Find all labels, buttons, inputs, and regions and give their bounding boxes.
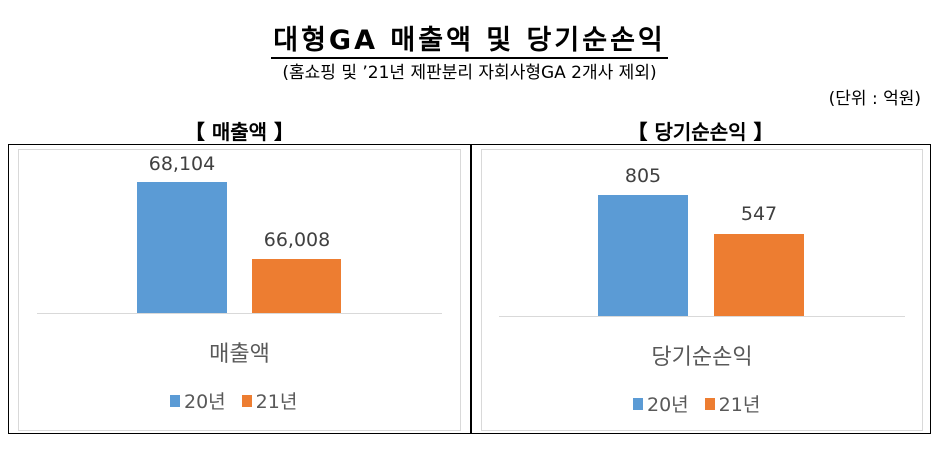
category-label: 당기순손익 xyxy=(651,345,753,370)
bar-net-income-2020 xyxy=(598,195,688,316)
bar-net-income-2021 xyxy=(714,234,804,316)
legend-item-2021: 21년 xyxy=(704,390,761,417)
legend-swatch-orange-icon xyxy=(704,397,715,410)
category-label: 매출액 xyxy=(209,342,270,367)
legend-swatch-blue-icon xyxy=(633,397,643,410)
bar-value-label: 68,104 xyxy=(148,153,216,175)
bar-value-label: 805 xyxy=(624,165,662,187)
page-title: 대형GA 매출액 및 당기순손익 xyxy=(0,18,939,59)
chart-frame-net-income xyxy=(481,149,923,431)
legend-net-income: 20년 21년 xyxy=(633,390,770,417)
legend-revenue: 20년 21년 xyxy=(170,387,307,414)
chart-frame-revenue xyxy=(18,149,461,431)
chart-heading-revenue: 【 매출액 】 xyxy=(184,120,295,144)
legend-label: 21년 xyxy=(718,394,761,416)
chart-box-revenue xyxy=(8,144,472,434)
x-axis-line xyxy=(499,316,905,317)
legend-label: 20년 xyxy=(647,394,689,416)
legend-item-2020: 20년 xyxy=(170,387,226,414)
legend-label: 21년 xyxy=(255,391,298,413)
legend-swatch-orange-icon xyxy=(241,394,252,407)
unit-label: (단위 : 억원) xyxy=(828,89,921,109)
page-title-text: 대형GA 매출액 및 당기순손익 xyxy=(271,25,668,59)
bar-value-label: 66,008 xyxy=(263,229,331,251)
bar-revenue-2020 xyxy=(137,182,227,313)
legend-swatch-blue-icon xyxy=(170,394,180,407)
legend-item-2021: 21년 xyxy=(241,387,298,414)
x-axis-line xyxy=(37,313,442,314)
chart-box-net-income xyxy=(470,144,931,434)
bar-revenue-2021 xyxy=(252,259,341,313)
subtitle: (홈쇼핑 및 ’21년 제판분리 자회사형GA 2개사 제외) xyxy=(282,63,657,83)
bar-value-label: 547 xyxy=(740,203,778,225)
legend-label: 20년 xyxy=(184,391,226,413)
legend-item-2020: 20년 xyxy=(633,390,689,417)
chart-heading-net-income: 【 당기순손익 】 xyxy=(627,120,774,144)
